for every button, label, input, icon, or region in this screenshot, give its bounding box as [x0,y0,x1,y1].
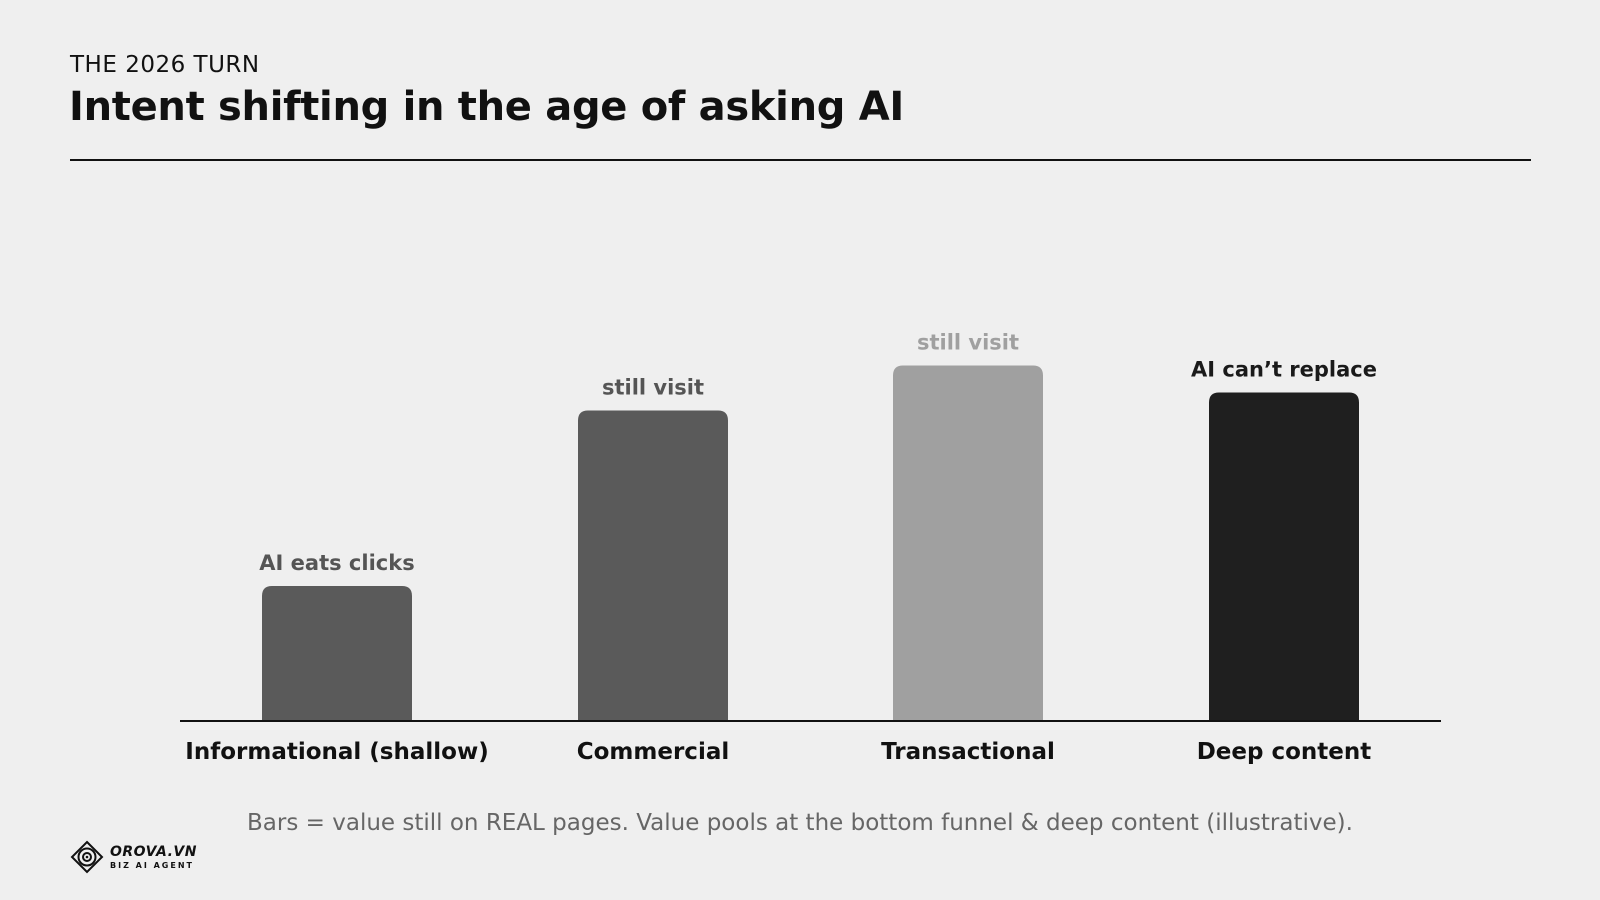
bar-transactional [893,365,1043,721]
eyebrow-label: THE 2026 TURN [70,52,260,78]
bar-deep-content [1209,392,1359,721]
page-title: Intent shifting in the age of asking AI [69,84,904,130]
orova-logo-icon [70,840,104,874]
brand-logo: OROVA.VN BIZ AI AGENT [70,840,197,874]
title-divider [70,159,1531,161]
chart-footnote: Bars = value still on REAL pages. Value … [247,810,1353,836]
bar-commercial [578,410,728,721]
category-label: Deep content [1197,739,1372,765]
logo-tagline: BIZ AI AGENT [110,860,194,870]
bar-annotation: still visit [917,331,1019,355]
bar-annotation: AI can’t replace [1191,358,1377,382]
bar-informational-shallow [262,586,412,721]
category-label: Informational (shallow) [185,739,488,765]
bar-annotation: still visit [602,376,704,400]
bar-chart: AI eats clicks Informational (shallow) sti… [180,331,1441,765]
category-label: Commercial [577,739,729,765]
bar-annotation: AI eats clicks [259,551,414,575]
category-label: Transactional [881,739,1055,765]
logo-name: OROVA.VN [110,843,197,860]
